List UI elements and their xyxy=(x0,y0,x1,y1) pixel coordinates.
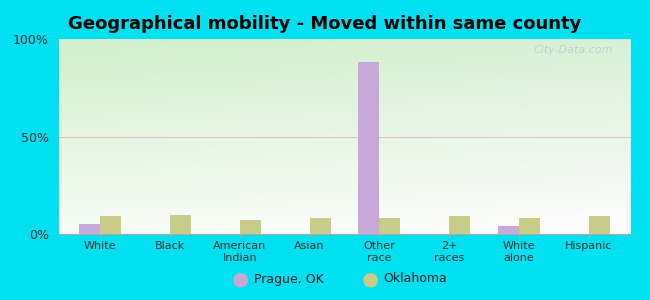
Bar xyxy=(519,218,540,234)
Text: Geographical mobility - Moved within same county: Geographical mobility - Moved within sam… xyxy=(68,15,582,33)
Bar xyxy=(380,218,400,234)
Text: City-Data.com: City-Data.com xyxy=(534,45,614,55)
Text: ●: ● xyxy=(232,269,249,289)
Text: ●: ● xyxy=(362,269,379,289)
Bar xyxy=(498,226,519,234)
Bar xyxy=(358,62,380,234)
Text: Prague, OK: Prague, OK xyxy=(254,272,323,286)
Bar xyxy=(309,218,331,234)
Bar xyxy=(100,217,122,234)
Bar xyxy=(240,220,261,234)
Text: Oklahoma: Oklahoma xyxy=(384,272,447,286)
Bar xyxy=(589,217,610,234)
Bar xyxy=(449,217,470,234)
Bar xyxy=(170,214,191,234)
Bar xyxy=(79,224,100,234)
